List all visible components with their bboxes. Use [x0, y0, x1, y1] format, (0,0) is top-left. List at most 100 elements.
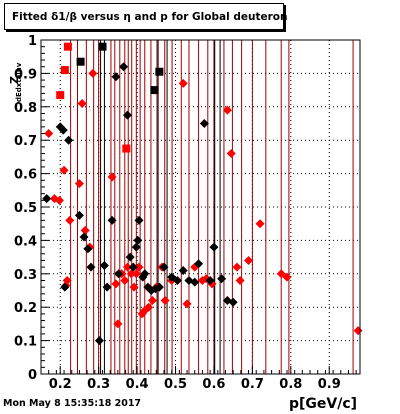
black-diamond-point — [228, 297, 238, 307]
black-diamond-point — [119, 62, 129, 72]
axis-layer: 0.2 0.3 0.4 0.5 0.6 0.7 0.8 0.9 0 0.1 0.2 0.3 0.4 0.5… — [14, 34, 357, 392]
black-diamond-point — [128, 262, 138, 272]
y-tick-label: 0.9 — [14, 67, 37, 82]
x-tick-label: 0.7 — [241, 377, 264, 392]
y-tick-label: 0.7 — [14, 134, 37, 149]
red-square-point — [56, 91, 65, 100]
black-square-point — [150, 86, 159, 95]
timestamp: Mon May 8 15:35:18 2017 — [3, 398, 142, 409]
black-diamond-point — [74, 210, 84, 220]
red-diamond-point — [126, 269, 136, 279]
black-diamond-point — [122, 110, 132, 120]
x-tick-label: 0.6 — [202, 377, 225, 392]
x-tick-label: 0.9 — [318, 377, 341, 392]
red-diamond-point — [113, 319, 123, 329]
black-square-point — [98, 42, 107, 51]
y-tick-label: 0.2 — [14, 301, 37, 316]
black-diamond-point — [172, 275, 182, 285]
red-diamond-point — [232, 262, 242, 272]
black-diamond-point — [159, 262, 169, 272]
x-tick-label: 0.5 — [164, 377, 187, 392]
red-diamond-point — [182, 299, 192, 309]
black-square-point — [155, 67, 164, 76]
red-square-point — [60, 66, 69, 75]
black-diamond-point — [125, 252, 135, 262]
y-tick-label: 0.6 — [14, 168, 37, 183]
y-tick-label: 0.4 — [14, 234, 37, 249]
red-diamond-point — [88, 68, 98, 78]
x-tick-label: 0.2 — [49, 377, 72, 392]
black-diamond-point — [60, 282, 70, 292]
black-diamond-point — [64, 135, 74, 145]
y-tick-label: 0.3 — [14, 268, 37, 283]
points-layer — [42, 42, 363, 346]
red-diamond-point — [244, 255, 254, 265]
black-diamond-point — [114, 269, 124, 279]
red-diamond-point — [147, 296, 157, 306]
red-diamond-point — [80, 225, 90, 235]
red-diamond-point — [134, 262, 144, 272]
red-diamond-point — [111, 279, 121, 289]
black-diamond-point — [209, 242, 219, 252]
red-diamond-point — [226, 149, 236, 159]
black-diamond-point — [205, 275, 215, 285]
red-diamond-point — [59, 165, 69, 175]
y-tick-label: 0.8 — [14, 101, 37, 116]
black-diamond-point — [102, 282, 112, 292]
red-diamond-point — [353, 326, 363, 336]
chart-title: Fitted δ1/β versus η and p for Global de… — [12, 11, 288, 23]
x-axis-label: p[GeV/c] — [289, 396, 358, 412]
black-diamond-point — [178, 265, 188, 275]
black-diamond-point — [199, 119, 209, 128]
red-diamond-point — [255, 219, 265, 229]
plot-frame — [40, 39, 361, 375]
y-tick-label: 0.5 — [14, 201, 37, 216]
red-diamond-point — [77, 98, 87, 108]
red-diamond-point — [122, 262, 132, 272]
x-tick-label: 0.8 — [279, 377, 302, 392]
black-diamond-point — [167, 272, 177, 282]
red-diamond-point — [120, 275, 130, 285]
black-diamond-point — [79, 232, 89, 242]
red-diamond-point — [222, 105, 232, 115]
y-tick-label: 1 — [28, 34, 37, 49]
y-tick-label: 0.1 — [14, 335, 37, 350]
red-diamond-point — [160, 296, 170, 306]
black-diamond-point — [107, 215, 117, 225]
black-diamond-point — [58, 125, 68, 135]
chart-title-box: Fitted δ1/β versus η and p for Global de… — [4, 3, 288, 30]
black-diamond-point — [133, 235, 143, 245]
black-diamond-point — [154, 282, 164, 292]
black-diamond-point — [99, 260, 109, 270]
red-diamond-point — [282, 272, 292, 282]
red-diamond-point — [144, 302, 154, 312]
red-diamond-point — [178, 78, 188, 88]
black-diamond-point — [111, 72, 121, 82]
red-diamond-point — [129, 282, 139, 292]
red-diamond-point — [276, 269, 286, 279]
red-diamond-point — [107, 172, 117, 182]
black-diamond-point — [131, 242, 141, 252]
red-square-point — [63, 42, 72, 51]
vertical-lines-layer — [70, 40, 354, 374]
red-diamond-point — [65, 215, 75, 225]
x-tick-label: 0.4 — [126, 377, 149, 392]
black-square-point — [76, 57, 85, 66]
red-diamond-point — [44, 129, 54, 139]
red-diamond-point — [131, 269, 141, 279]
black-diamond-point — [134, 215, 144, 225]
grid-layer — [41, 40, 360, 374]
black-diamond-point — [42, 194, 52, 204]
black-diamond-point — [94, 336, 104, 346]
x-tick-label: 0.3 — [87, 377, 110, 392]
black-diamond-point — [217, 274, 227, 284]
red-diamond-point — [54, 195, 64, 205]
black-diamond-point — [190, 277, 200, 287]
red-diamond-point — [74, 179, 84, 189]
red-diamond-point — [235, 275, 245, 285]
red-square-point — [122, 144, 131, 153]
black-diamond-point — [194, 259, 204, 269]
black-diamond-point — [86, 262, 96, 272]
y-tick-label: 0 — [28, 368, 37, 383]
